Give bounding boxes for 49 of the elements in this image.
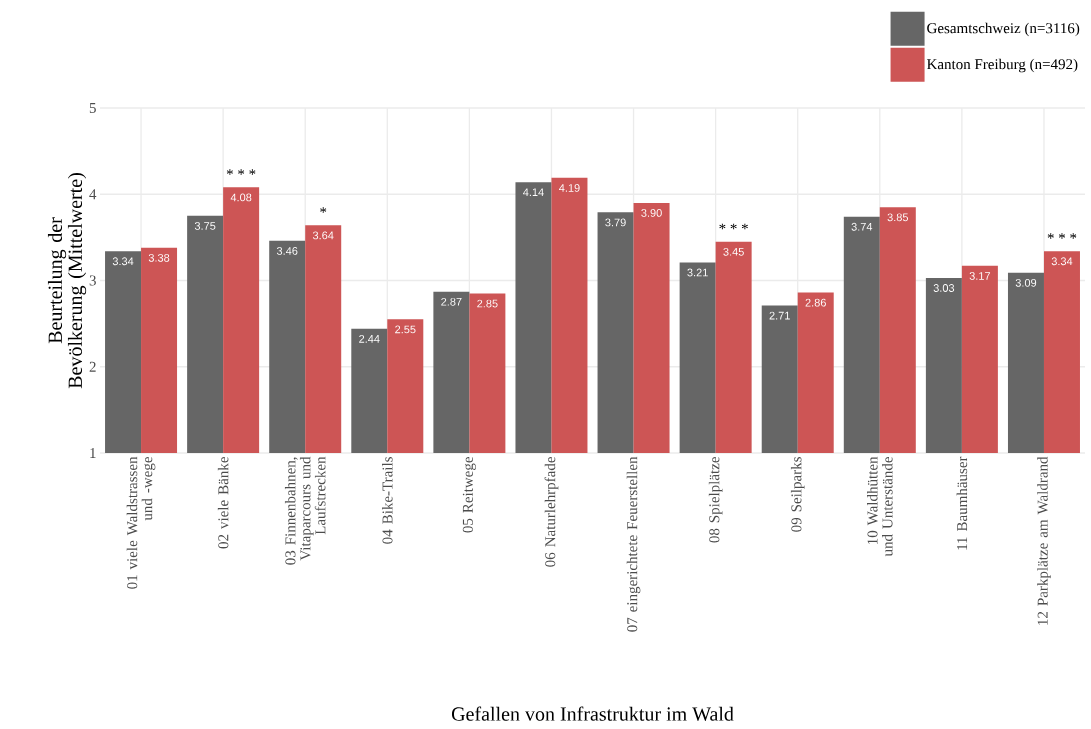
data-label: 2.86: [805, 298, 826, 307]
annotation: *: [320, 207, 327, 213]
data-label: 4.08: [230, 193, 252, 202]
data-label: 3.17: [969, 272, 991, 280]
data-label: 3.09: [1015, 278, 1037, 287]
y-tick-label: 4: [89, 189, 97, 200]
x-axis-title: Gefallen von Infrastruktur im Wald: [451, 706, 734, 721]
y-tick-label: 5: [89, 103, 96, 113]
data-label: 2.71: [769, 311, 790, 320]
data-label: 3.64: [312, 231, 334, 240]
x-tick-label: 02 viele Bänke: [217, 457, 229, 549]
data-label: 3.45: [723, 247, 744, 256]
data-label: 2.44: [359, 334, 380, 343]
x-tick-label: 10 Waldhütten und Unterstände: [867, 456, 893, 557]
x-tick-label: 07 eingerichtete Feuerstellen: [626, 456, 641, 632]
data-label: 3.74: [851, 222, 873, 231]
x-tick-label: 09 Seilparks: [790, 457, 805, 532]
annotation: * * *: [719, 223, 748, 230]
x-tick-label: 05 Reitwege: [462, 457, 476, 533]
data-label: 3.34: [112, 257, 134, 266]
x-tick-label: 04 Bike-Trails: [382, 457, 393, 544]
annotation: * * *: [1047, 233, 1077, 239]
x-tick-label: 03 Finnenbahnen, Vitaparcours und Laufstrecken: [284, 456, 326, 565]
data-label: 3.21: [687, 268, 708, 277]
annotation: * * *: [226, 169, 256, 175]
y-tick-label: 1: [90, 448, 96, 458]
data-label: 4.14: [523, 188, 544, 196]
x-tick-label: 06 Naturlehrpfade: [544, 457, 559, 567]
x-tick-label: 08 Spielplätze: [708, 457, 723, 543]
data-label: 2.87: [441, 297, 462, 306]
y-tick-label: 2: [89, 361, 96, 372]
legend-label: Gesamtschweiz (n=3116): [927, 22, 1080, 37]
legend-label: Kanton Freiburg (n=492): [926, 58, 1078, 73]
data-label: 3.34: [1051, 257, 1073, 266]
y-axis-title: Beurteilung der Bevölkerung (Mittelwerte): [47, 173, 87, 389]
x-tick-label: 11 Baumhäuser: [956, 456, 968, 550]
data-label: 3.85: [887, 213, 909, 222]
data-label: 3.90: [641, 209, 662, 217]
y-tick-label: 3: [89, 275, 96, 286]
data-label: 3.75: [194, 222, 216, 230]
data-label: 3.03: [933, 284, 955, 292]
data-label: 3.38: [148, 253, 170, 262]
data-label: 3.79: [605, 218, 626, 227]
data-label: 2.55: [395, 325, 416, 334]
x-tick-label: 01 viele Waldstrassen und -wege: [126, 456, 156, 589]
x-tick-label: 12 Parkplätze am Waldrand: [1037, 456, 1051, 625]
data-label: 2.85: [477, 299, 498, 308]
data-label: 4.19: [559, 184, 580, 192]
data-label: 3.46: [276, 247, 298, 255]
